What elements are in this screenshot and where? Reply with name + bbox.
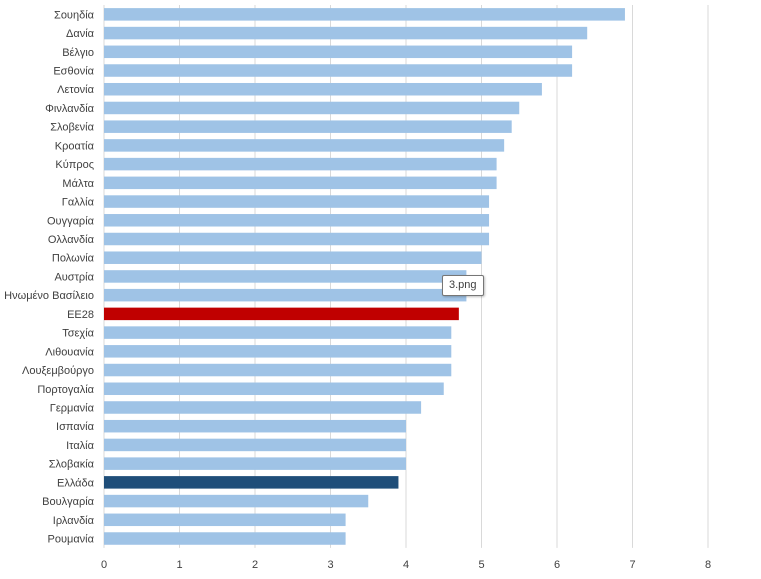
file-tooltip: 3.png [442, 275, 484, 296]
bar [104, 345, 452, 358]
category-label: Ολλανδία [48, 234, 95, 246]
bar [104, 232, 490, 246]
category-label: Ιρλανδία [53, 515, 95, 527]
bar [104, 326, 452, 339]
category-label: Κροατία [55, 140, 95, 152]
bar [104, 251, 482, 264]
category-label: Σλοβενία [50, 122, 94, 134]
bar [104, 457, 406, 470]
x-axis-ticks: 0 1 2 3 4 5 6 7 8 [101, 559, 711, 571]
x-tick-label: 2 [252, 559, 258, 571]
x-tick-label: 3 [327, 559, 333, 571]
x-tick-label: 5 [478, 559, 484, 571]
bar [104, 513, 346, 527]
x-tick-label: 1 [176, 559, 182, 571]
category-label: Βουλγαρία [42, 496, 95, 508]
category-label: Σλοβακία [49, 459, 95, 471]
category-label: Μάλτα [62, 178, 94, 190]
bar [104, 401, 422, 414]
category-label: Πορτογαλία [37, 384, 94, 396]
bar [104, 438, 406, 452]
bar [104, 494, 369, 508]
bar [104, 45, 573, 59]
bar [104, 532, 346, 545]
bar [104, 176, 497, 190]
bar [104, 270, 467, 283]
category-label: Δανία [66, 28, 95, 40]
x-tick-label: 0 [101, 559, 107, 571]
category-label: Λουξεμβούργο [22, 365, 94, 377]
x-tick-label: 8 [705, 559, 711, 571]
bars [104, 8, 625, 545]
bar [104, 101, 520, 115]
bar [104, 214, 490, 227]
bar [104, 195, 490, 208]
x-tick-label: 7 [629, 559, 635, 571]
category-label: Γερμανία [50, 402, 95, 414]
category-label: Ισπανία [56, 421, 95, 433]
category-label: Κύπρος [55, 159, 94, 171]
x-tick-label: 4 [403, 559, 409, 571]
bar [104, 64, 573, 77]
bar [104, 307, 459, 321]
bar [104, 8, 625, 21]
bar [104, 139, 505, 152]
category-label: Ηνωμένο Βασίλειο [4, 290, 94, 302]
category-label: Βέλγιο [62, 47, 94, 59]
category-label: Ουγγαρία [47, 215, 95, 227]
bar [104, 419, 406, 433]
category-label: Λετονία [57, 84, 95, 96]
category-label: Γαλλία [62, 197, 95, 209]
bar [104, 476, 399, 489]
category-label: Λιθουανία [45, 346, 94, 358]
category-label: Ιταλία [66, 440, 95, 452]
bar [104, 26, 588, 40]
bar [104, 288, 467, 302]
x-tick-label: 6 [554, 559, 560, 571]
category-label: Εσθονία [53, 66, 94, 78]
category-label: Αυστρία [54, 271, 94, 283]
category-label: Σουηδία [54, 9, 95, 21]
bar [104, 382, 444, 396]
bar [104, 157, 497, 171]
category-labels: Σουηδία Δανία Βέλγιο Εσθονία Λετονία Φινλανδί… [4, 9, 94, 545]
bar [104, 82, 542, 96]
category-label: Ρουμανία [48, 534, 95, 546]
bar [104, 363, 452, 377]
category-label: Πολωνία [52, 253, 95, 265]
category-label: Φινλανδία [45, 103, 94, 115]
category-label: Τσεχία [62, 328, 94, 340]
category-label: ΕΕ28 [67, 309, 94, 321]
bar [104, 120, 512, 133]
category-label: Ελλάδα [57, 477, 95, 489]
